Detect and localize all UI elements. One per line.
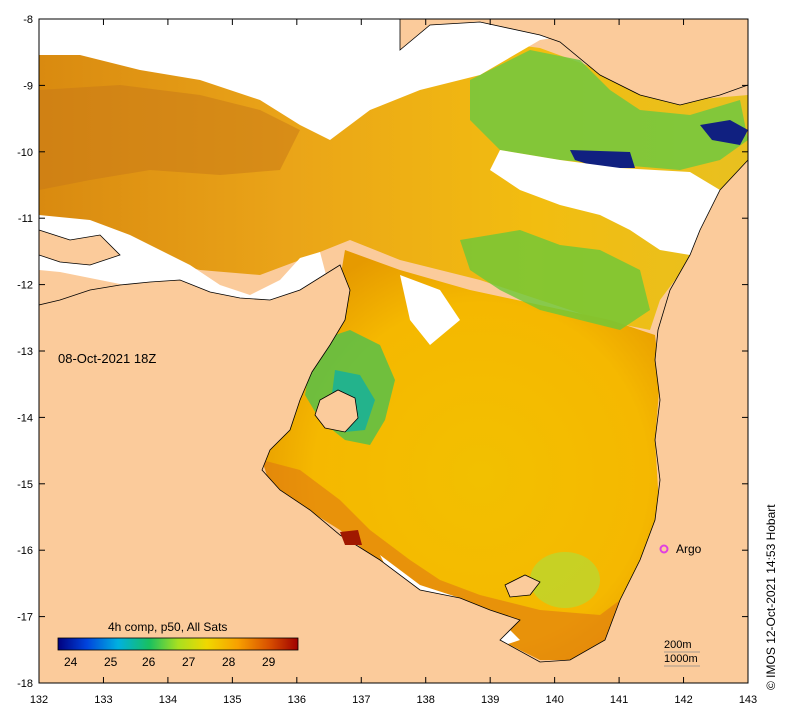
y-tick-label: -13: [17, 346, 33, 358]
argo-label: Argo: [676, 542, 702, 556]
colorbar-tick-26: 26: [142, 655, 156, 669]
x-tick-label: 142: [674, 694, 692, 706]
y-tick-label: -18: [17, 678, 33, 690]
cloud-mask-east: [490, 150, 720, 255]
x-tick-label: 140: [545, 694, 563, 706]
melville-island: [38, 229, 121, 266]
y-axis: -8 -9 -10 -11 -12 -13 -14 -15 -16 -17 -18: [17, 14, 748, 690]
colorbar-tick-25: 25: [104, 655, 118, 669]
se-gulf-cool-patch: [530, 552, 600, 608]
y-tick-label: -12: [17, 280, 33, 292]
north-gulf-green: [460, 230, 650, 330]
y-tick-label: -16: [17, 545, 33, 557]
ne-cold-blob: [700, 120, 748, 145]
copyright-symbol: ©: [764, 681, 778, 690]
colorbar-tick-27: 27: [182, 655, 196, 669]
x-tick-label: 133: [94, 694, 112, 706]
nw-warm-band: [39, 85, 300, 190]
groote-eylandt: [314, 389, 359, 433]
imos-credit: © IMOS 12-Oct-2021 14:53 Hobart: [764, 504, 778, 690]
y-tick-label: -14: [17, 412, 33, 424]
x-tick-label: 136: [288, 694, 306, 706]
x-tick-label: 132: [30, 694, 48, 706]
x-axis: 132 133 134 135 136 137 138 139 140 141 142 143: [30, 19, 757, 706]
x-tick-label: 139: [481, 694, 499, 706]
colorbar-tick-24: 24: [64, 655, 78, 669]
cape-york-landmass: [38, 158, 749, 684]
y-tick-label: -11: [18, 213, 33, 225]
colorbar-tick-29: 29: [262, 655, 276, 669]
cloud-mask-gulf: [400, 275, 460, 345]
observation-timestamp: 08-Oct-2021 18Z: [58, 351, 157, 366]
y-tick-label: -10: [17, 147, 33, 159]
x-tick-label: 137: [352, 694, 370, 706]
y-tick-label: -8: [23, 14, 33, 26]
x-tick-label: 138: [417, 694, 435, 706]
colorbar-title: 4h comp, p50, All Sats: [108, 620, 228, 634]
cloud-mask-north: [39, 19, 748, 140]
y-tick-label: -17: [17, 612, 33, 624]
x-tick-label: 143: [739, 694, 757, 706]
colorbar-tick-28: 28: [222, 655, 236, 669]
gulf-south-warm: [262, 460, 620, 660]
dark-warm-spot: [340, 530, 362, 545]
depth-200m-label: 200m: [664, 639, 692, 651]
y-tick-label: -15: [17, 479, 33, 491]
credit-text: IMOS 12-Oct-2021 14:53 Hobart: [764, 504, 778, 678]
argo-float-marker: [659, 544, 669, 554]
x-tick-label: 134: [159, 694, 177, 706]
depth-1000m-label: 1000m: [664, 653, 698, 665]
x-tick-label: 141: [610, 694, 628, 706]
cloud-mask-west: [39, 215, 330, 320]
mornington-island: [504, 574, 541, 598]
colorbar: [57, 637, 299, 651]
ne-green: [470, 50, 748, 170]
y-tick-label: -9: [23, 80, 33, 92]
x-tick-label: 135: [223, 694, 241, 706]
